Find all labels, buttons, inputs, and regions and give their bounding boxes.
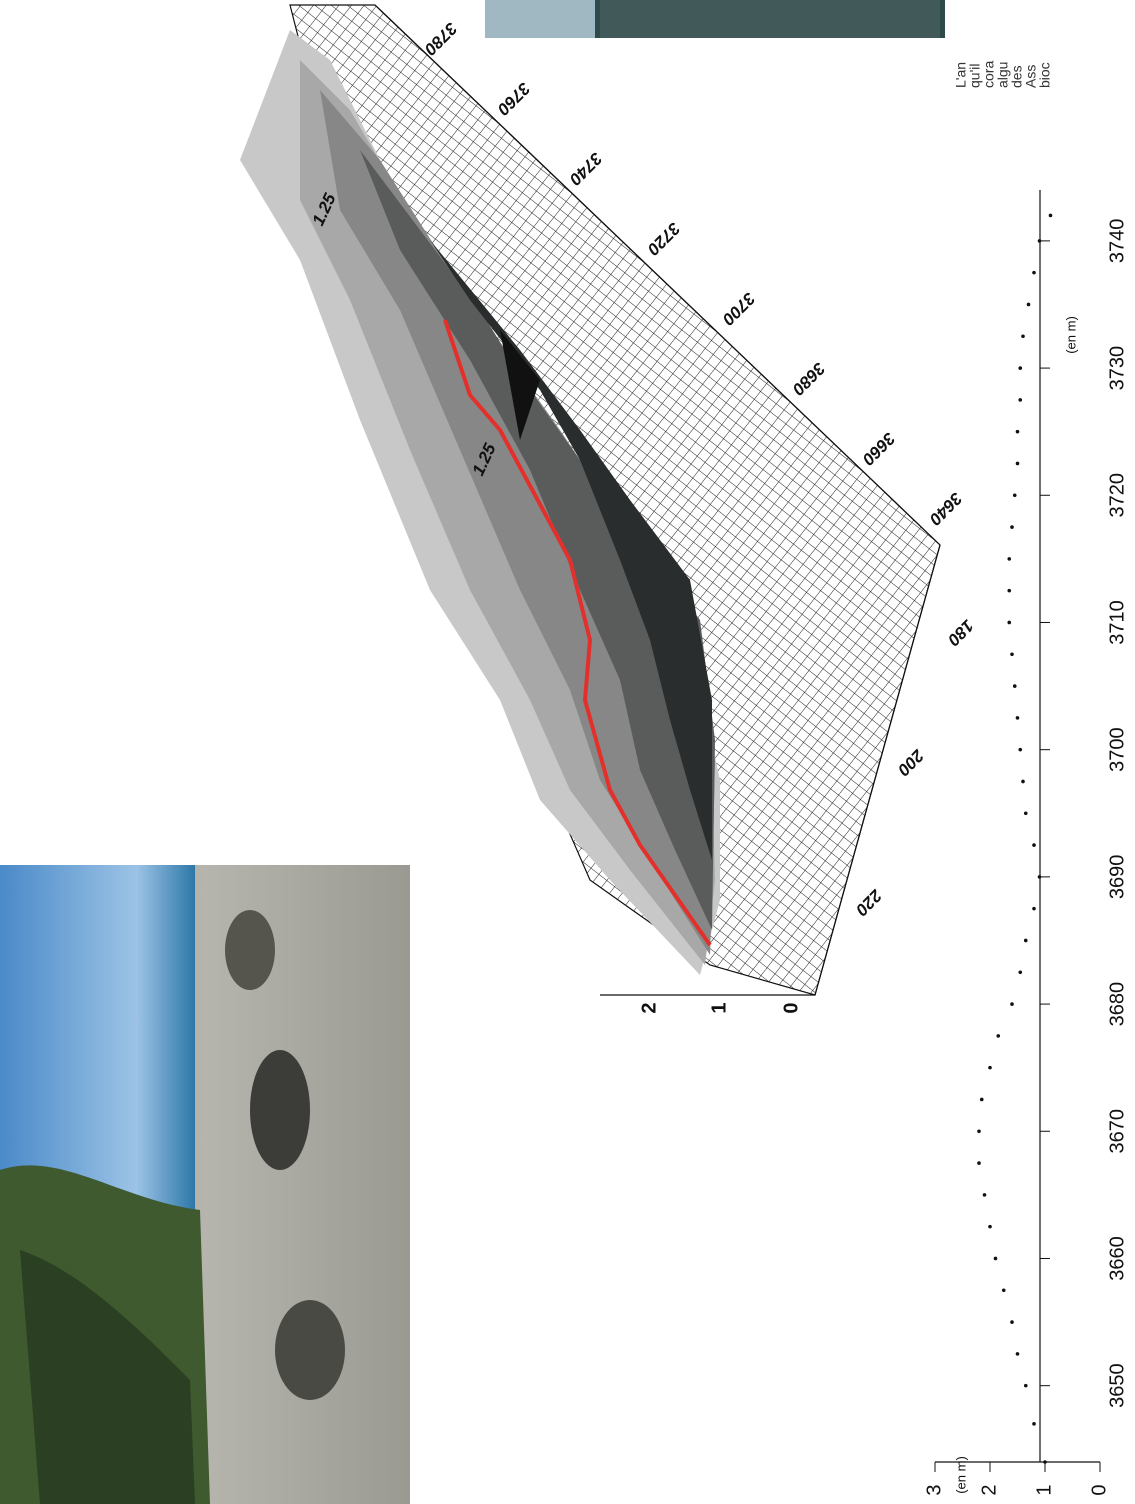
data-point [1048, 213, 1053, 218]
data-point [1023, 1383, 1028, 1388]
x-tick-label: 3650 [1106, 1363, 1128, 1408]
data-point [1032, 270, 1036, 275]
axis-label: 3680 [788, 359, 829, 400]
data-point [1037, 875, 1042, 879]
data-point [1018, 366, 1023, 370]
side-text-line: L'an [953, 62, 969, 88]
data-point [1007, 588, 1012, 593]
x-tick-label: 3730 [1106, 346, 1128, 391]
data-point [1023, 811, 1028, 816]
axis-label: 1 [708, 1002, 730, 1013]
data-point [1012, 684, 1017, 688]
x-tick-label: 3690 [1106, 855, 1128, 900]
data-point [1010, 652, 1014, 657]
x-tick-label: 3670 [1106, 1109, 1128, 1154]
surface-plot [240, 4, 941, 996]
x-tick-label: 3740 [1106, 219, 1128, 264]
data-point [993, 1256, 998, 1261]
data-point [1015, 429, 1020, 434]
x-axis-label: (en m) [1063, 316, 1078, 354]
axis-label: 3740 [565, 149, 606, 190]
data-point [1012, 493, 1017, 498]
side-text-line: qu'il [967, 64, 983, 88]
data-point [977, 1161, 981, 1165]
photo [485, 0, 945, 38]
data-point [1032, 906, 1036, 911]
data-point [1015, 716, 1020, 720]
data-point [996, 1034, 1001, 1038]
data-point [1032, 843, 1036, 847]
axis-label: 2 [638, 1002, 660, 1013]
axis-label: 3700 [718, 289, 759, 330]
data-point [1043, 1460, 1047, 1464]
axis-label: 200 [894, 745, 929, 780]
axis-label: 180 [944, 616, 978, 650]
data-point [1026, 302, 1031, 307]
data-point [1037, 239, 1042, 243]
axis-label: 220 [852, 885, 887, 920]
axis-label: 3640 [925, 489, 966, 530]
data-point [1018, 970, 1023, 975]
axis-label: 3760 [493, 79, 534, 120]
data-point [1021, 779, 1025, 784]
data-point [1032, 1422, 1036, 1426]
axis-label: 0 [780, 1002, 802, 1013]
data-point [1010, 525, 1014, 529]
data-point [1021, 334, 1025, 339]
axis-label: 3780 [420, 19, 461, 60]
side-text-line: Ass [1023, 65, 1039, 88]
data-point [1010, 1002, 1014, 1006]
side-text-line: algu [995, 62, 1011, 88]
x-tick-label: 3720 [1106, 473, 1128, 518]
data-point [1007, 557, 1012, 561]
x-tick-label: 3710 [1106, 600, 1128, 645]
axis-label: 3720 [643, 219, 684, 260]
x-tick-label: 3700 [1106, 727, 1128, 772]
data-point [1015, 461, 1020, 466]
side-text-line: cora [981, 61, 997, 88]
data-point [1007, 620, 1012, 625]
side-text-line: bioc [1037, 62, 1053, 88]
data-point [1018, 398, 1023, 402]
y-tick-label: 0 [1088, 1484, 1110, 1495]
y-axis-label: (en m) [953, 1456, 968, 1494]
data-point [1010, 1320, 1014, 1324]
data-point [977, 1129, 981, 1134]
data-point [988, 1224, 992, 1229]
photo [0, 865, 410, 1504]
data-point [979, 1097, 984, 1102]
data-point [1023, 938, 1028, 943]
data-point [982, 1193, 987, 1197]
y-tick-label: 1 [1033, 1484, 1055, 1495]
side-text-line: des [1009, 65, 1025, 88]
x-tick-label: 3680 [1106, 982, 1128, 1027]
x-tick-label: 3660 [1106, 1236, 1128, 1281]
y-tick-label: 3 [923, 1484, 945, 1495]
data-point [1001, 1288, 1006, 1293]
y-tick-label: 2 [978, 1484, 1000, 1495]
data-point [1015, 1352, 1020, 1356]
data-point [1018, 747, 1023, 752]
data-point [988, 1065, 992, 1070]
axis-label: 3660 [858, 429, 899, 470]
